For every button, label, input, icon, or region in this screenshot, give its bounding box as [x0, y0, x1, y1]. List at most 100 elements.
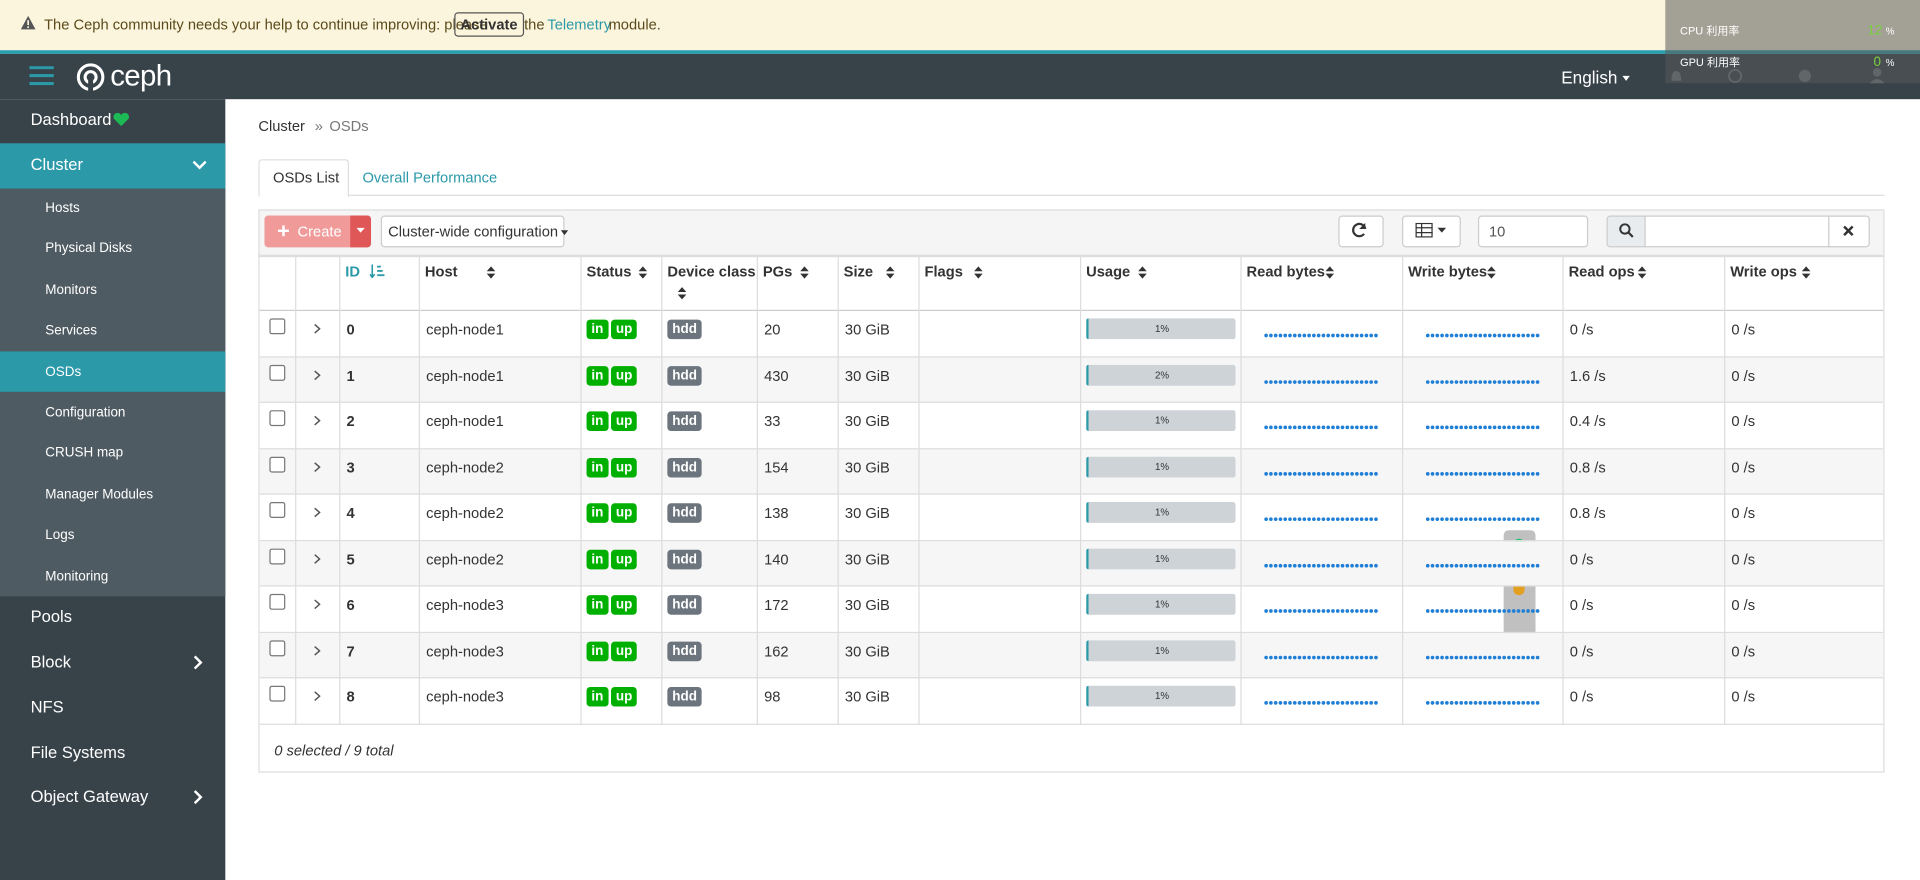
row-checkbox[interactable] — [269, 364, 286, 381]
row-checkbox[interactable] — [269, 410, 286, 427]
row-background — [259, 356, 1884, 403]
row-checkbox[interactable] — [269, 318, 286, 335]
osd-id: 0 — [346, 320, 355, 338]
column-header[interactable]: Size — [843, 263, 874, 281]
column-header[interactable]: PGs — [762, 263, 793, 281]
column-header[interactable]: Read ops — [1568, 263, 1635, 281]
osd-id: 3 — [346, 458, 355, 476]
logo-text: ceph — [110, 60, 172, 94]
breadcrumb-item[interactable]: Cluster — [258, 117, 305, 135]
tab[interactable]: Overall Performance — [362, 168, 498, 187]
row-border — [259, 493, 1884, 495]
column-divider — [580, 254, 582, 725]
page-size-input[interactable] — [1477, 215, 1589, 248]
status-badge: up — [611, 549, 638, 569]
status-badge: up — [611, 641, 638, 661]
tab[interactable]: OSDs List — [273, 168, 340, 187]
hamburger-menu[interactable] — [29, 66, 54, 86]
language-selector[interactable]: English — [1561, 67, 1630, 87]
column-divider — [756, 254, 758, 725]
sidebar-item[interactable]: NFS — [30, 697, 64, 717]
clear-search-button[interactable] — [1828, 215, 1870, 248]
write-ops: 0 /s — [1731, 596, 1756, 614]
sparkline — [1425, 609, 1540, 613]
column-header[interactable]: ID — [345, 263, 361, 281]
sidebar-subitem[interactable]: Logs — [45, 527, 75, 543]
sparkline — [1264, 425, 1379, 430]
pgs: 154 — [764, 458, 789, 476]
refresh-button[interactable] — [1338, 215, 1384, 248]
column-divider — [418, 254, 421, 725]
sidebar-subitem[interactable]: Monitoring — [45, 568, 109, 584]
column-header[interactable]: Write bytes — [1408, 263, 1488, 281]
warning-icon — [20, 15, 36, 30]
config-dropdown[interactable] — [380, 215, 565, 248]
read-ops: 0.8 /s — [1569, 504, 1606, 522]
tab-bar — [258, 159, 1885, 196]
sidebar-item[interactable]: Dashboard — [30, 110, 112, 129]
size: 30 GiB — [844, 412, 890, 430]
telemetry-link[interactable]: Telemetry — [547, 15, 612, 34]
usage-label: 1% — [1154, 644, 1170, 656]
sparkline — [1264, 563, 1379, 567]
row-border — [259, 585, 1884, 587]
sidebar-item[interactable]: Object Gateway — [30, 787, 149, 806]
column-divider — [661, 254, 663, 725]
usage-label: 1% — [1154, 461, 1170, 473]
sparkline — [1425, 563, 1540, 567]
sidebar-item[interactable]: Block — [30, 652, 72, 672]
status-badge: up — [611, 411, 638, 432]
column-header[interactable]: Write ops — [1730, 263, 1797, 281]
status-badge: up — [611, 595, 638, 615]
row-checkbox[interactable] — [269, 639, 286, 656]
column-header[interactable]: Status — [586, 263, 632, 281]
write-ops: 0 /s — [1731, 550, 1756, 568]
status-badge: in — [586, 319, 609, 340]
size: 30 GiB — [844, 596, 890, 614]
column-header[interactable]: Host — [424, 263, 458, 281]
banner-text: the — [524, 15, 545, 34]
plus-icon — [277, 225, 289, 237]
sidebar-subitem[interactable]: CRUSH map — [45, 446, 124, 461]
system-monitor-overlay — [1665, 0, 1920, 84]
create-label: Create — [297, 222, 342, 241]
search-input[interactable] — [1644, 215, 1831, 248]
column-header[interactable]: Usage — [1086, 263, 1131, 281]
expand-chevron — [314, 599, 321, 610]
submenu — [0, 188, 226, 597]
usage-bar: 1% — [1086, 318, 1236, 340]
activate-button[interactable]: Activate — [454, 12, 524, 37]
row-checkbox[interactable] — [269, 685, 286, 702]
read-ops: 1.6 /s — [1569, 366, 1606, 384]
sidebar-item[interactable]: Pools — [30, 607, 72, 626]
column-header[interactable]: Device class — [667, 263, 756, 281]
host: ceph-node1 — [426, 366, 504, 384]
status-badge: in — [586, 503, 609, 523]
row-checkbox[interactable] — [269, 547, 286, 564]
sidebar-item[interactable]: File Systems — [30, 743, 126, 762]
column-header[interactable]: Read bytes — [1246, 263, 1325, 281]
sidebar-subitem[interactable]: Services — [45, 323, 97, 339]
sidebar-subitem[interactable]: Hosts — [45, 200, 80, 216]
sidebar-subitem[interactable]: Physical Disks — [45, 241, 133, 257]
device-class-badge: hdd — [667, 365, 702, 386]
sidebar-subitem[interactable]: Monitors — [45, 282, 97, 298]
column-header[interactable]: Flags — [924, 263, 963, 281]
row-checkbox[interactable] — [269, 502, 286, 518]
size: 30 GiB — [844, 458, 890, 476]
row-checkbox[interactable] — [269, 456, 286, 473]
sidebar-subitem[interactable]: Configuration — [45, 405, 126, 421]
row-checkbox[interactable] — [269, 593, 286, 610]
sidebar-subitem[interactable]: Manager Modules — [45, 487, 154, 502]
status-badge: up — [611, 686, 638, 707]
host: ceph-node3 — [426, 596, 504, 614]
usage-bar: 1% — [1086, 456, 1236, 477]
read-ops: 0.8 /s — [1569, 458, 1606, 476]
sparkline — [1264, 333, 1379, 338]
active-tab[interactable] — [258, 159, 349, 198]
sidebar-subitem[interactable]: OSDs — [45, 364, 82, 380]
sidebar-item[interactable]: Cluster — [30, 155, 83, 174]
sparkline — [1264, 609, 1379, 613]
status-badge: in — [586, 686, 609, 707]
